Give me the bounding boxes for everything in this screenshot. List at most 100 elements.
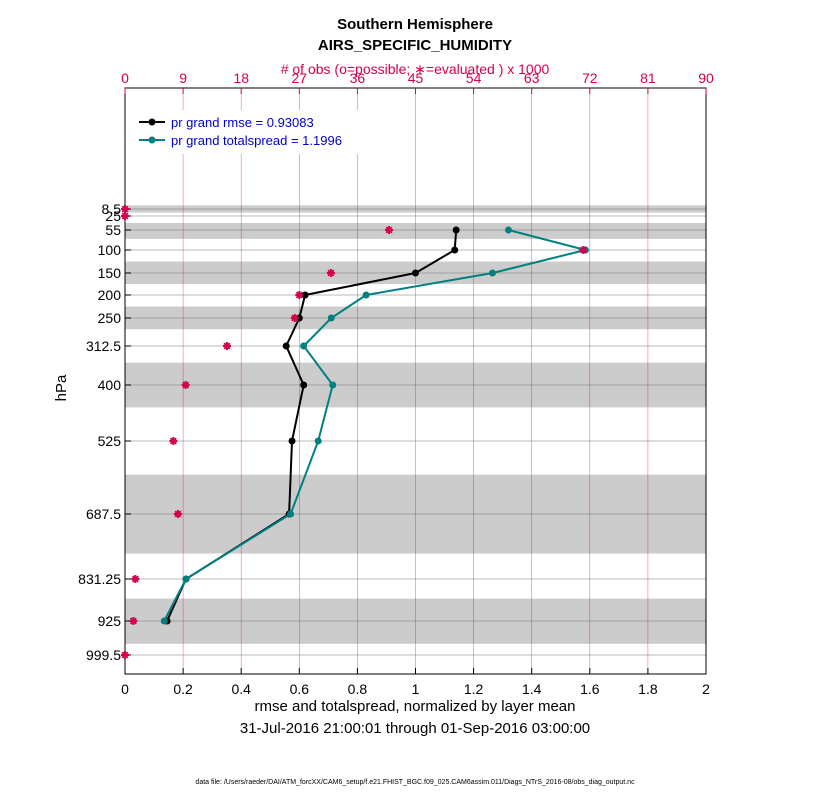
- obs-marker-6: [290, 314, 299, 322]
- obs-marker-2-stroke-135: [385, 226, 393, 234]
- series-0-point-7: [288, 437, 296, 445]
- obs-marker-3: [579, 246, 588, 254]
- y-axis-label: hPa: [53, 374, 70, 401]
- series-1-point-10: [160, 617, 168, 625]
- x-axis-label: rmse and totalspread, normalized by laye…: [255, 698, 576, 715]
- top-tick-label-27: 27: [292, 70, 308, 86]
- x-tick-label-0: 0: [121, 681, 129, 697]
- y-tick-label-11: 831.25: [78, 571, 121, 587]
- obs-marker-5-stroke-135: [295, 291, 303, 299]
- x-tick-label-1: 1: [412, 681, 420, 697]
- obs-marker-13: [121, 651, 129, 659]
- obs-marker-7: [222, 342, 231, 350]
- series-1-point-6: [329, 381, 337, 389]
- obs-marker-9: [169, 437, 178, 445]
- data-series: [160, 226, 589, 625]
- y-tick-label-6: 250: [98, 310, 122, 326]
- x-tick-label-2: 2: [702, 681, 710, 697]
- series-0-point-0: [452, 226, 460, 234]
- series-1-point-9: [182, 575, 190, 583]
- top-tick-label-36: 36: [350, 70, 366, 86]
- y-tick-label-0: 8.5: [102, 201, 122, 217]
- obs-marker-9-stroke-135: [169, 437, 177, 445]
- obs-marker-4-stroke-135: [327, 269, 335, 277]
- obs-marker-5: [295, 291, 304, 299]
- top-tick-label-81: 81: [640, 70, 656, 86]
- legend-spread-marker: [148, 136, 156, 144]
- top-tick-label-18: 18: [233, 70, 249, 86]
- obs-marker-0-stroke-135: [121, 205, 129, 213]
- top-axis-gridlines: [182, 88, 649, 674]
- y-tick-label-2: 55: [105, 222, 121, 238]
- series-0-point-5: [282, 342, 290, 350]
- y-tick-label-8: 400: [98, 377, 122, 393]
- legend: pr grand rmse = 0.93083 pr grand totalsp…: [131, 110, 366, 154]
- series-0-point-2: [412, 269, 419, 277]
- legend-box: [131, 110, 366, 154]
- x-tick-label-0.6: 0.6: [290, 681, 310, 697]
- top-tick-label-0: 0: [121, 70, 129, 86]
- obs-marker-10-stroke-135: [174, 510, 182, 518]
- y-tick-label-9: 525: [98, 433, 122, 449]
- chart-subtitle: AIRS_SPECIFIC_HUMIDITY: [318, 37, 512, 54]
- chart-title: Southern Hemisphere: [337, 16, 493, 33]
- x-tick-label-1.2: 1.2: [464, 681, 484, 697]
- obs-marker-3-stroke-135: [579, 246, 587, 254]
- top-tick-label-63: 63: [524, 70, 540, 86]
- x-tick-label-0.2: 0.2: [173, 681, 193, 697]
- y-tick-label-5: 200: [98, 287, 122, 303]
- obs-marker-4: [326, 269, 335, 277]
- obs-evaluated-markers: [121, 205, 588, 659]
- top-tick-label-72: 72: [582, 70, 598, 86]
- top-tick-label-54: 54: [466, 70, 482, 86]
- series-1-point-3: [362, 291, 370, 299]
- obs-marker-8: [181, 381, 190, 389]
- series-1-point-8: [287, 510, 295, 518]
- y-tick-label-7: 312.5: [86, 338, 121, 354]
- x-tick-label-1.8: 1.8: [638, 681, 658, 697]
- x-tick-label-1.6: 1.6: [580, 681, 600, 697]
- obs-marker-12-stroke-135: [129, 617, 137, 625]
- y-tick-label-3: 100: [98, 242, 122, 258]
- top-tick-label-9: 9: [179, 70, 187, 86]
- top-axis-label: # of obs (o=possible; ∗=evaluated ) x 10…: [281, 61, 550, 77]
- level-gridlines: [125, 208, 706, 656]
- series-1-point-2: [488, 269, 496, 277]
- series-1-point-4: [327, 314, 335, 322]
- obs-marker-7-stroke-135: [223, 342, 231, 350]
- legend-rmse-label: pr grand rmse = 0.93083: [171, 115, 314, 130]
- series-0-point-1: [451, 246, 459, 254]
- series-1-point-7: [314, 437, 322, 445]
- obs-marker-11-stroke-135: [131, 575, 139, 583]
- obs-marker-11: [131, 575, 140, 583]
- data-file-footer: data file: /Users/raeder/DAI/ATM_forcXX/…: [195, 779, 635, 786]
- obs-marker-0: [121, 205, 129, 213]
- series-1-point-5: [300, 342, 308, 350]
- series-1-point-0: [504, 226, 512, 234]
- obs-marker-10: [173, 510, 182, 518]
- obs-marker-1-stroke-135: [121, 212, 129, 220]
- series-0-point-3: [301, 291, 309, 299]
- obs-marker-1: [121, 212, 129, 220]
- y-tick-label-1: 25: [105, 208, 121, 224]
- legend-spread-label: pr grand totalspread = 1.1996: [171, 133, 342, 148]
- obs-marker-6-stroke-135: [291, 314, 299, 322]
- series-0-point-6: [300, 381, 308, 389]
- x-axis-ticks: 0 0.2 0.4 0.6 0.8 1 1.2 1.4 1.6 1.8 2: [121, 668, 710, 697]
- obs-marker-8-stroke-135: [182, 381, 190, 389]
- y-tick-label-12: 925: [98, 613, 122, 629]
- top-tick-label-90: 90: [698, 70, 714, 86]
- top-tick-label-45: 45: [408, 70, 424, 86]
- obs-marker-2: [385, 226, 394, 234]
- top-axis-ticks: 0 9 18 27 36 45 54 63 72 81 90: [121, 70, 714, 94]
- y-tick-label-13: 999.5: [86, 647, 121, 663]
- date-range: 31-Jul-2016 21:00:01 through 01-Sep-2016…: [240, 720, 590, 737]
- y-tick-label-10: 687.5: [86, 506, 121, 522]
- legend-rmse-marker: [148, 118, 156, 126]
- y-tick-label-4: 150: [98, 265, 122, 281]
- obs-marker-12: [129, 617, 138, 625]
- x-tick-label-0.4: 0.4: [231, 681, 251, 697]
- obs-marker-13-stroke-135: [121, 651, 129, 659]
